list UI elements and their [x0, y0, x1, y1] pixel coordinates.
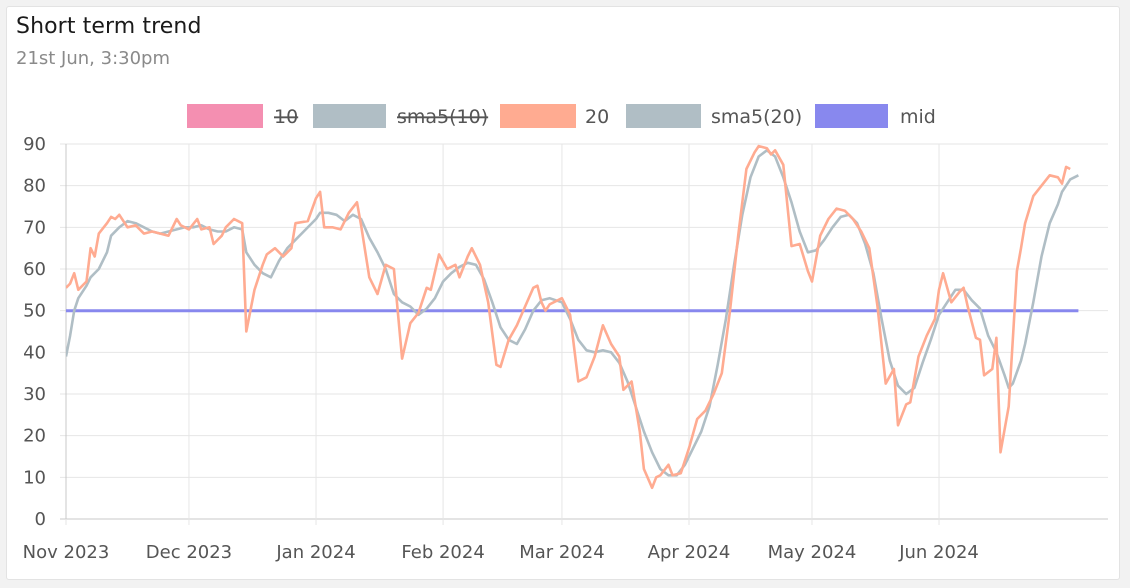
y-tick-label: 30 [23, 384, 46, 405]
legend-label: sma5(20) [711, 106, 802, 128]
y-tick-label: 50 [23, 301, 46, 322]
x-tick-label: Jun 2024 [898, 542, 979, 563]
legend-label: mid [900, 106, 936, 128]
legend-item-mid[interactable]: mid [815, 104, 936, 128]
legend-swatch [187, 104, 263, 128]
legend-swatch [313, 104, 386, 128]
legend-item-10[interactable]: 10 [187, 104, 298, 128]
legend-label: 10 [274, 106, 298, 128]
y-tick-label: 90 [23, 134, 46, 155]
y-tick-label: 40 [23, 342, 46, 363]
chart-card [6, 6, 1120, 580]
legend-swatch [815, 104, 888, 128]
y-tick-label: 60 [23, 259, 46, 280]
y-tick-label: 70 [23, 217, 46, 238]
legend-label: 20 [585, 106, 609, 128]
x-tick-label: Dec 2023 [146, 542, 232, 563]
chart-legend: 10 sma5(10) 20 sma5(20) mid [187, 104, 936, 128]
x-tick-label: Apr 2024 [648, 542, 731, 563]
x-tick-label: Mar 2024 [519, 542, 605, 563]
chart-series [66, 144, 1079, 490]
legend-item-sma5-20[interactable]: sma5(20) [626, 104, 802, 128]
series-line-sma5-20- [66, 149, 1079, 477]
x-tick-label: Nov 2023 [23, 542, 110, 563]
x-tick-label: Jan 2024 [275, 542, 355, 563]
chart-title: Short term trend [16, 14, 202, 39]
y-tick-label: 0 [35, 509, 46, 530]
legend-swatch [626, 104, 701, 128]
x-tick-label: May 2024 [768, 542, 857, 563]
legend-label: sma5(10) [397, 106, 488, 128]
y-tick-label: 20 [23, 426, 46, 447]
chart-subtitle: 21st Jun, 3:30pm [16, 48, 171, 69]
y-tick-label: 10 [23, 467, 46, 488]
chart-grid [60, 143, 1108, 525]
legend-swatch [500, 104, 576, 128]
y-tick-label: 80 [23, 176, 46, 197]
legend-item-sma5-10[interactable]: sma5(10) [313, 104, 488, 128]
chart-axes: 0 10 20 30 40 50 60 70 80 90 Nov 2023 Dec 2023 Jan 2… [23, 134, 979, 563]
series-line-20 [66, 144, 1071, 490]
legend-item-20[interactable]: 20 [500, 104, 609, 128]
x-tick-label: Feb 2024 [401, 542, 484, 563]
